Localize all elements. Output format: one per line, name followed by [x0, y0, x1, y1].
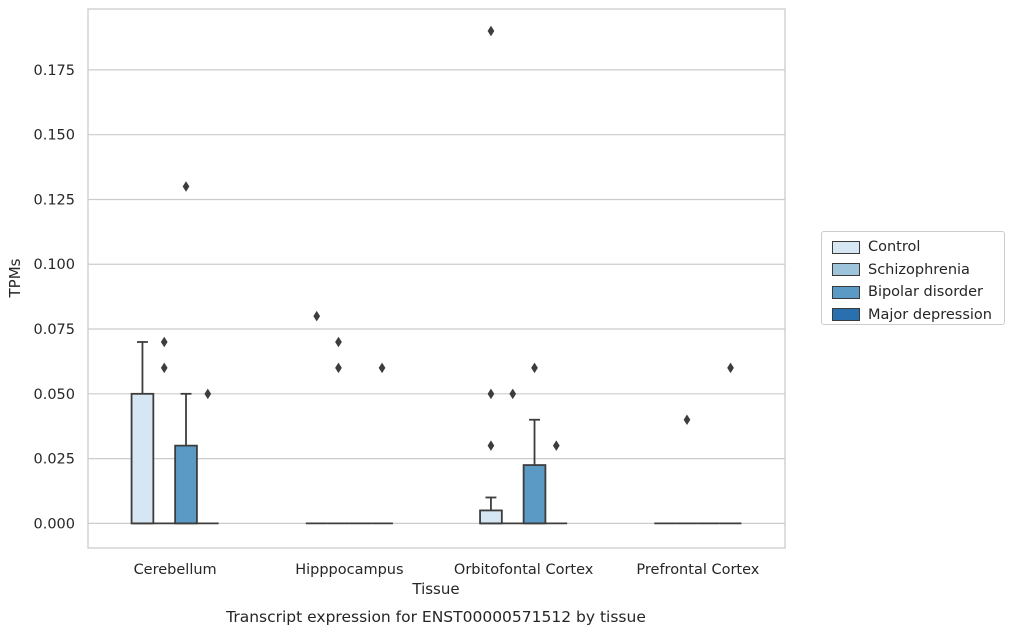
y-axis-label: TPMs [6, 258, 24, 298]
legend-label-bipolar-disorder: Bipolar disorder [868, 284, 983, 301]
legend-swatch-control [832, 240, 860, 254]
box-body [130, 392, 155, 525]
y-tick-label: 0.100 [33, 257, 75, 273]
y-tick-label: 0.000 [33, 516, 75, 532]
outlier-point [204, 388, 212, 400]
outlier-point [378, 362, 386, 374]
outlier-point [487, 25, 495, 37]
x-tick-label: Cerebellum [134, 562, 217, 578]
gridlines [88, 69, 785, 524]
x-tick-label: Orbitofontal Cortex [454, 562, 594, 578]
legend-label-control: Control [868, 239, 921, 256]
boxes [130, 341, 742, 525]
x-axis-label: Tissue [411, 580, 459, 598]
outlier-point [552, 440, 560, 451]
outlier-point [160, 336, 168, 348]
outlier-point [683, 414, 691, 425]
outliers [160, 25, 734, 451]
legend-swatch-schizophrenia [832, 263, 860, 277]
y-tick-labels: 0.000 0.025 0.050 0.075 0.100 0.125 0.150 0.175 [33, 63, 75, 532]
y-tick-label: 0.125 [33, 192, 75, 208]
box-bipolar-disorder [174, 392, 198, 525]
outlier-point [335, 336, 342, 348]
legend-swatch-bipolar-disorder [832, 285, 860, 299]
x-tick-label: Prefrontal Cortex [636, 562, 759, 578]
outlier-point [160, 362, 168, 374]
legend-swatch-major-depression [832, 308, 860, 322]
box-body [479, 509, 503, 525]
outlier-point [509, 388, 517, 400]
outlier-point [182, 181, 190, 192]
box-control [479, 496, 503, 525]
box-body [174, 444, 198, 525]
legend-label-schizophrenia: Schizophrenia [868, 261, 970, 278]
legend-item-major-depression: Major depression [828, 304, 998, 327]
outlier-point [487, 440, 495, 451]
box-bipolar-disorder [522, 418, 547, 525]
box-body [522, 464, 547, 525]
legend-item-control: Control [828, 236, 998, 259]
outlier-point [727, 362, 734, 374]
y-tick-label: 0.150 [33, 128, 75, 144]
chart-title: Transcript expression for ENST0000057151… [225, 608, 646, 626]
legend-item-bipolar-disorder: Bipolar disorder [828, 281, 998, 304]
box-control [130, 341, 155, 525]
x-tick-label: Hipppocampus [295, 562, 403, 578]
y-tick-label: 0.050 [33, 387, 75, 403]
plot-area-frame [87, 8, 786, 549]
legend: Control Schizophrenia Bipolar disorder M… [821, 231, 1005, 325]
y-tick-label: 0.075 [33, 322, 75, 338]
legend-item-schizophrenia: Schizophrenia [828, 259, 998, 282]
y-tick-label: 0.175 [33, 63, 75, 79]
outlier-point [313, 310, 321, 322]
y-tick-label: 0.025 [33, 452, 75, 468]
outlier-point [335, 362, 342, 374]
legend-label-major-depression: Major depression [868, 306, 992, 323]
outlier-point [531, 362, 538, 374]
outlier-point [487, 388, 495, 400]
x-tick-labels: Cerebellum Hipppocampus Orbitofontal Corte… [134, 562, 760, 578]
